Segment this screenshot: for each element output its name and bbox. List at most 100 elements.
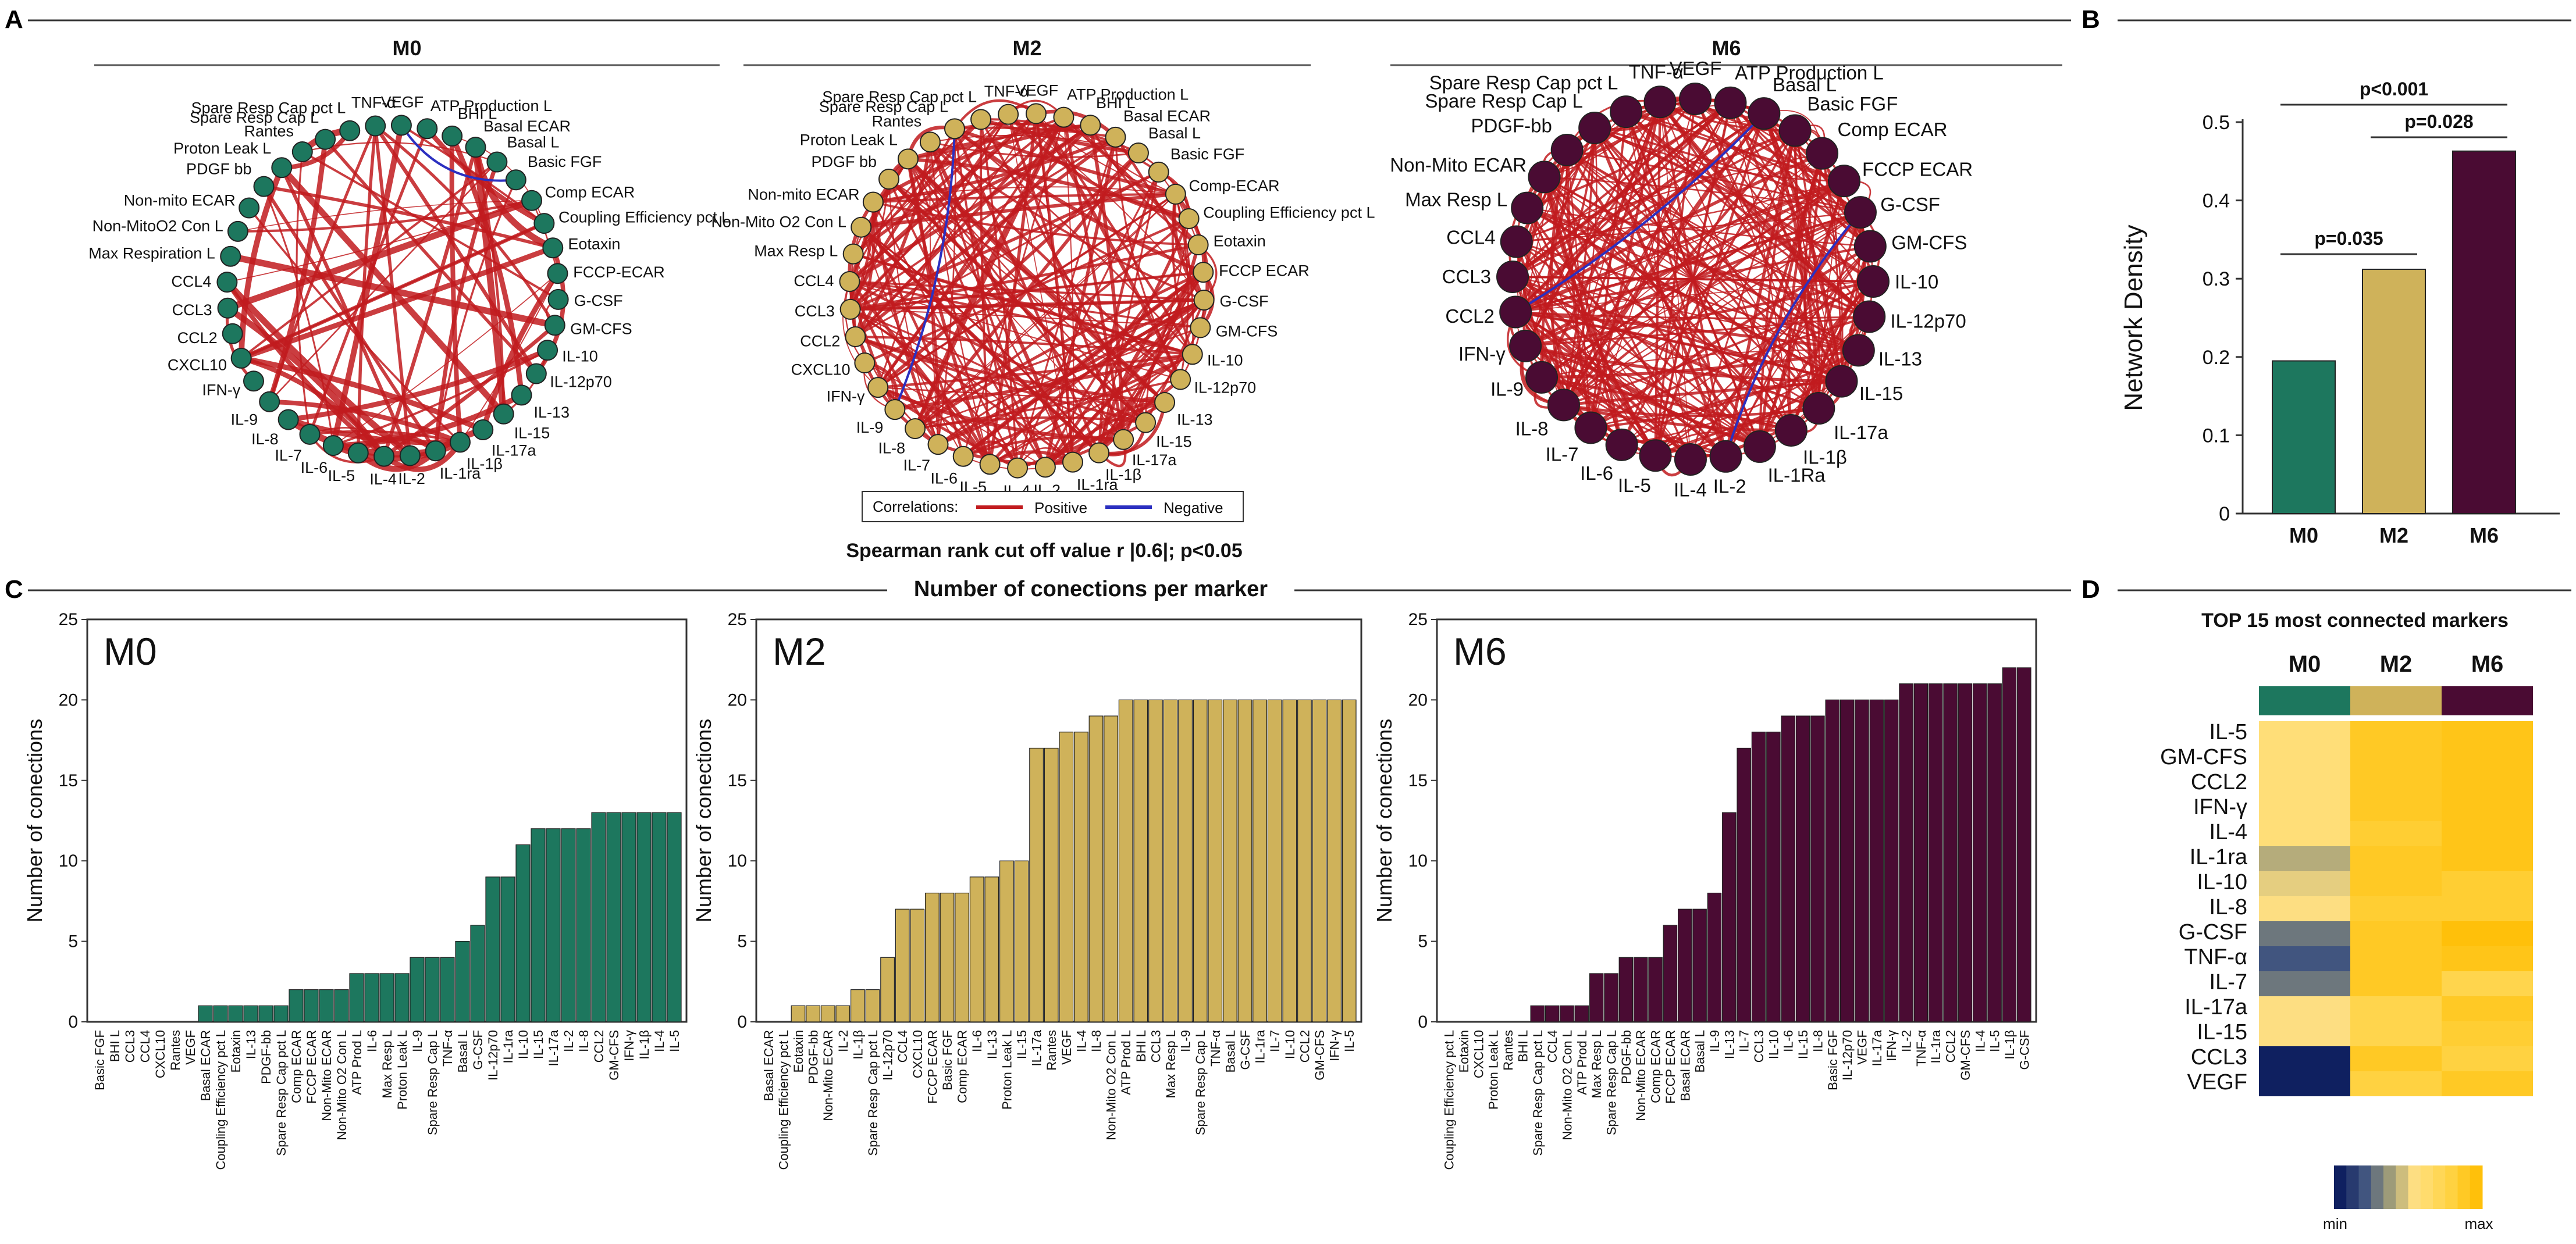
c-category-label: Non-Mito O2 Con L <box>1560 1030 1574 1140</box>
c-bar <box>880 957 895 1022</box>
network-node <box>1154 391 1176 413</box>
heatmap-cell <box>2442 996 2533 1021</box>
positive-edge <box>1525 280 1874 348</box>
positive-edge <box>848 281 940 445</box>
positive-edge <box>1511 276 1761 448</box>
network-node <box>1062 451 1083 473</box>
node-label: Basal ECAR <box>1123 107 1211 124</box>
negative-edge <box>1724 211 1862 457</box>
network-node <box>547 263 568 284</box>
c-bar <box>1267 699 1282 1022</box>
node-label: GM-CFS <box>1891 231 1967 253</box>
c-category-label: Coupling Efficiency pct L <box>776 1030 791 1170</box>
c-bar <box>1208 699 1223 1022</box>
c-bar <box>576 828 591 1022</box>
node-label: Eotaxin <box>568 236 620 253</box>
c-category-label: G-CSF <box>2017 1030 2031 1070</box>
positive-edge <box>374 124 556 326</box>
c-title: Number of conections per marker <box>914 577 1268 601</box>
network-node <box>1827 165 1860 198</box>
c-bar <box>289 989 304 1022</box>
positive-edge <box>937 443 1073 465</box>
network-node <box>1639 439 1672 472</box>
c-bar <box>198 1005 213 1022</box>
c-category-label: IL-17a <box>1030 1029 1044 1066</box>
c-category-label: TNF-α <box>1208 1030 1223 1067</box>
heatmap-cell <box>2259 1046 2350 1071</box>
c-category-label: Non-Mito O2 Con L <box>1104 1030 1119 1140</box>
c-category-label: GM-CFS <box>607 1030 621 1081</box>
b-y-axis-label: Network Density <box>2119 224 2148 411</box>
heatmap-cell <box>2442 1021 2533 1046</box>
c-chart-m0: M0 0 5 10 15 20 25 Number of conections Basic FG… <box>23 610 688 1170</box>
network-node <box>533 213 555 234</box>
node-label: Basal L <box>1773 74 1837 95</box>
heatmap-cell <box>2259 946 2350 971</box>
c-bar <box>1237 699 1253 1022</box>
node-label: Basal L <box>1148 124 1201 142</box>
panel-c: C Number of conections per marker M0 0 5 10 15… <box>5 575 2071 1170</box>
positive-edge <box>908 123 1091 161</box>
heatmap-cell <box>2259 846 2350 871</box>
network-node <box>842 243 864 265</box>
network-node <box>299 423 321 445</box>
significance-label: p=0.035 <box>2314 228 2383 249</box>
heatmap-cell <box>2350 721 2442 746</box>
panel-b: B 0 0.1 0.2 0.3 0.4 0.5 Network Density M0 M2 M6 p=… <box>2082 5 2571 547</box>
c-category-label: Max Resp L <box>1589 1030 1604 1098</box>
c-bar <box>304 989 319 1022</box>
node-label: IL-1Ra <box>1768 465 1826 486</box>
network-title: M0 <box>392 36 421 60</box>
c-category-label: VEGF <box>183 1030 198 1065</box>
significance-label: p<0.001 <box>2360 79 2428 99</box>
heatmap-cell <box>2350 771 2442 796</box>
c-category-label: Basal ECAR <box>1678 1030 1692 1101</box>
positive-edge <box>1097 172 1160 453</box>
positive-edge <box>1567 149 1861 213</box>
positive-edge <box>1730 102 1861 213</box>
c-category-label: Proton Leak L <box>395 1030 410 1110</box>
c-bar <box>652 812 667 1022</box>
positive-edge <box>264 184 553 249</box>
c-category-label: Basic FGF <box>940 1030 955 1090</box>
colorbar-max-label: max <box>2464 1215 2493 1232</box>
c-bar <box>924 892 940 1022</box>
positive-edge <box>460 273 558 443</box>
c-bar <box>1589 973 1604 1022</box>
d-row-label: IL-8 <box>2209 895 2247 919</box>
panel-d: D TOP 15 most connected markers M0 M2 M6 IL-5… <box>2082 575 2571 1232</box>
c-category-label: IL-12p70 <box>486 1030 500 1081</box>
colorbar-segment <box>2445 1165 2458 1209</box>
c-bar <box>1943 683 1958 1022</box>
heatmap-cell <box>2350 946 2442 971</box>
colorbar-segment <box>2457 1165 2471 1209</box>
d-row-label: IL-4 <box>2209 820 2247 844</box>
b-ytick-label: 0.4 <box>2203 190 2230 212</box>
c-bar <box>606 812 621 1022</box>
network-node <box>243 370 264 392</box>
c-bar <box>440 957 455 1022</box>
network-node <box>927 434 949 455</box>
positive-edge <box>877 113 1009 388</box>
c-category-label: Non-Mito ECAR <box>1634 1030 1648 1121</box>
node-label: PDGF-bb <box>1471 115 1552 136</box>
node-label: Spare Resp Cap L <box>819 98 948 116</box>
network-node <box>1007 457 1029 479</box>
network-node <box>521 190 543 211</box>
positive-edge <box>1594 127 1871 247</box>
network-node <box>1135 412 1157 433</box>
c-category-label: IL-6 <box>365 1030 379 1052</box>
c-category-label: IL-13 <box>244 1030 258 1059</box>
positive-edge <box>1515 310 1859 352</box>
c-bar <box>1795 715 1810 1022</box>
c-category-label: IL-2 <box>836 1030 851 1052</box>
network-node <box>1496 260 1529 293</box>
heatmap-cell <box>2259 796 2350 821</box>
c-category-label: Non-Mito O2 Con L <box>335 1030 349 1140</box>
d-row-label: IL-7 <box>2209 970 2247 995</box>
c-bar <box>1342 699 1357 1022</box>
c-bar <box>2017 667 2031 1022</box>
heatmap-cell <box>2259 871 2350 896</box>
c-category-label: Spare Resp Cap L <box>1604 1030 1619 1135</box>
c-bar <box>485 876 500 1022</box>
